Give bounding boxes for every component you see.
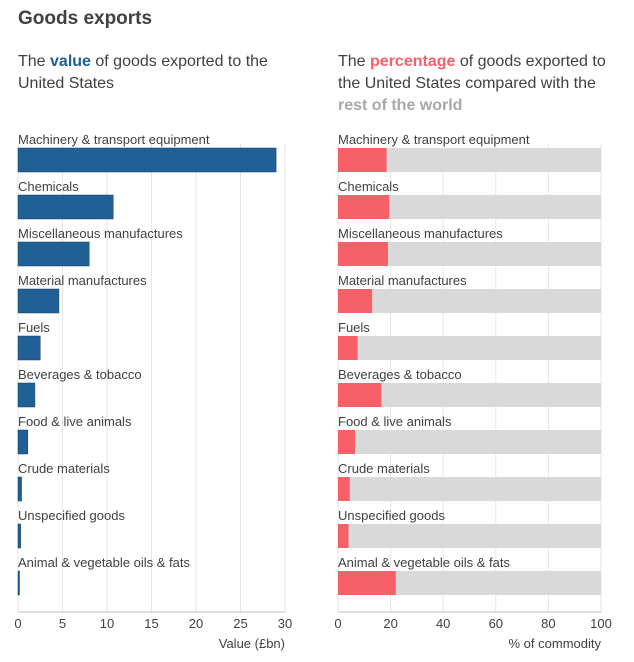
bar-fuels: [17, 335, 41, 361]
category-label-fuels: Fuels: [18, 320, 50, 335]
left-chart-subtitle: The value of goods exported to the Unite…: [18, 51, 308, 95]
bar-chemicals: [17, 194, 114, 220]
category-label-crude-materials: Crude materials: [338, 461, 430, 476]
right-subtitle-highlight2: rest of the world: [338, 97, 463, 114]
us-share-bar-beverages-and-tobacco: [338, 383, 382, 407]
x-tick-label: 25: [233, 616, 247, 631]
rest-of-world-bar-food-and-live-animals: [355, 430, 601, 454]
right-subtitle-highlight: percentage: [370, 53, 456, 70]
us-share-bar-animal-and-vegetable-oils-and-fats: [338, 571, 396, 595]
right-subtitle-pre: The: [338, 53, 371, 70]
category-label-animal-and-vegetable-oils-and-fats: Animal & vegetable oils & fats: [338, 555, 510, 570]
right-chart-subtitle: The percentage of goods exported to the …: [338, 51, 628, 117]
bar-crude-materials: [17, 476, 22, 502]
us-share-bar-food-and-live-animals: [338, 430, 356, 454]
x-tick-label: 20: [189, 616, 203, 631]
us-share-bar-material-manufactures: [338, 289, 373, 313]
category-label-unspecified-goods: Unspecified goods: [18, 508, 125, 523]
us-share-bar-machinery-and-transport-equipment: [338, 148, 387, 172]
x-axis-title: Value (£bn): [219, 636, 285, 651]
category-label-machinery-and-transport-equipment: Machinery & transport equipment: [338, 132, 530, 147]
us-share-bar-unspecified-goods: [338, 524, 349, 548]
rest-of-world-bar-material-manufactures: [372, 289, 601, 313]
left-subtitle-post: of goods exported to the United States: [18, 53, 268, 92]
right-subtitle-mid: of goods exported to the United States c…: [338, 53, 606, 92]
bar-animal-and-vegetable-oils-and-fats: [17, 570, 20, 596]
x-tick-label: 5: [59, 616, 66, 631]
us-share-bar-crude-materials: [338, 477, 350, 501]
left-subtitle-pre: The: [18, 53, 51, 70]
bar-machinery-and-transport-equipment: [17, 147, 277, 173]
x-tick-label: 15: [144, 616, 158, 631]
x-tick-label: 40: [436, 616, 450, 631]
rest-of-world-bar-miscellaneous-manufactures: [387, 242, 601, 266]
x-axis-title: % of commodity: [509, 636, 602, 651]
category-label-material-manufactures: Material manufactures: [338, 273, 467, 288]
category-label-crude-materials: Crude materials: [18, 461, 110, 476]
us-share-bar-miscellaneous-manufactures: [338, 242, 388, 266]
category-label-fuels: Fuels: [338, 320, 370, 335]
category-label-food-and-live-animals: Food & live animals: [18, 414, 132, 429]
category-label-beverages-and-tobacco: Beverages & tobacco: [18, 367, 142, 382]
x-tick-label: 30: [278, 616, 292, 631]
x-tick-label: 60: [489, 616, 503, 631]
bar-unspecified-goods: [17, 523, 21, 549]
category-label-miscellaneous-manufactures: Miscellaneous manufactures: [18, 226, 183, 241]
left-subtitle-highlight: value: [50, 53, 91, 70]
x-tick-label: 0: [14, 616, 21, 631]
category-label-chemicals: Chemicals: [338, 179, 399, 194]
us-share-bar-chemicals: [338, 195, 390, 219]
rest-of-world-bar-fuels: [357, 336, 601, 360]
category-label-unspecified-goods: Unspecified goods: [338, 508, 445, 523]
x-tick-label: 0: [334, 616, 341, 631]
bar-beverages-and-tobacco: [17, 382, 36, 408]
rest-of-world-bar-beverages-and-tobacco: [381, 383, 601, 407]
chart-title: Goods exports: [18, 8, 153, 29]
rest-of-world-bar-crude-materials: [349, 477, 601, 501]
category-label-food-and-live-animals: Food & live animals: [338, 414, 452, 429]
us-share-bar-fuels: [338, 336, 358, 360]
x-tick-label: 80: [541, 616, 555, 631]
rest-of-world-bar-animal-and-vegetable-oils-and-fats: [395, 571, 601, 595]
category-label-machinery-and-transport-equipment: Machinery & transport equipment: [18, 132, 210, 147]
bar-food-and-live-animals: [17, 429, 29, 455]
bar-miscellaneous-manufactures: [17, 241, 90, 267]
rest-of-world-bar-chemicals: [389, 195, 601, 219]
bar-material-manufactures: [17, 288, 60, 314]
x-tick-label: 10: [100, 616, 114, 631]
category-label-animal-and-vegetable-oils-and-fats: Animal & vegetable oils & fats: [18, 555, 190, 570]
x-tick-label: 100: [590, 616, 612, 631]
category-label-chemicals: Chemicals: [18, 179, 79, 194]
rest-of-world-bar-unspecified-goods: [348, 524, 601, 548]
x-tick-label: 20: [383, 616, 397, 631]
category-label-material-manufactures: Material manufactures: [18, 273, 147, 288]
category-label-beverages-and-tobacco: Beverages & tobacco: [338, 367, 462, 382]
rest-of-world-bar-machinery-and-transport-equipment: [386, 148, 601, 172]
category-label-miscellaneous-manufactures: Miscellaneous manufactures: [338, 226, 503, 241]
